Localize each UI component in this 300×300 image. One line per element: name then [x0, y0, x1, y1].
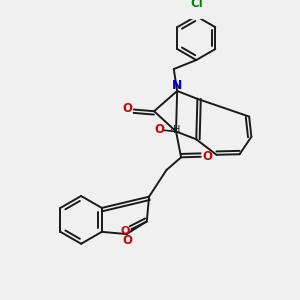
Text: Cl: Cl [190, 0, 203, 10]
Text: O: O [202, 150, 212, 163]
Text: ·H: ·H [170, 125, 180, 135]
Text: O: O [121, 226, 130, 236]
Text: O: O [123, 103, 133, 116]
Text: O: O [122, 234, 132, 247]
Text: O: O [155, 123, 165, 136]
Text: N: N [172, 80, 182, 92]
